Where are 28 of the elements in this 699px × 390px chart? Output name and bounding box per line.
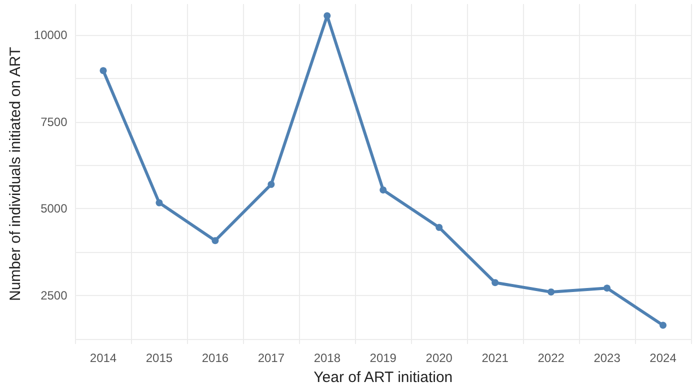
point xyxy=(436,224,443,231)
x-tick-label: 2014 xyxy=(90,351,117,365)
y-tick-label: 5000 xyxy=(40,202,68,216)
y-tick-label: 7500 xyxy=(40,114,68,129)
point xyxy=(156,199,163,206)
point xyxy=(492,279,499,286)
y-tick-label: 2500 xyxy=(40,288,68,302)
x-tick-label: 2021 xyxy=(482,351,509,365)
x-tick-label: 2017 xyxy=(258,351,285,365)
x-tick-label: 2022 xyxy=(538,351,565,365)
x-tick-label: 2019 xyxy=(370,351,397,365)
point xyxy=(604,284,611,292)
point xyxy=(324,12,331,20)
point xyxy=(548,288,555,296)
x-axis-title: Year of ART initiation xyxy=(314,369,453,386)
point xyxy=(268,180,275,188)
y-axis-title: Number of individuals initiated on ART xyxy=(7,46,24,302)
x-tick-label: 2016 xyxy=(202,351,229,365)
x-tick-label: 2018 xyxy=(314,351,341,365)
point xyxy=(380,186,387,194)
y-tick-label: 10000 xyxy=(34,28,68,42)
x-tick-label: 2023 xyxy=(594,351,621,365)
x-tick-label: 2024 xyxy=(650,351,677,365)
x-tick-label: 2020 xyxy=(426,351,453,365)
point xyxy=(100,67,107,74)
x-tick-label: 2015 xyxy=(146,351,173,365)
point xyxy=(212,237,219,244)
point xyxy=(660,322,667,329)
